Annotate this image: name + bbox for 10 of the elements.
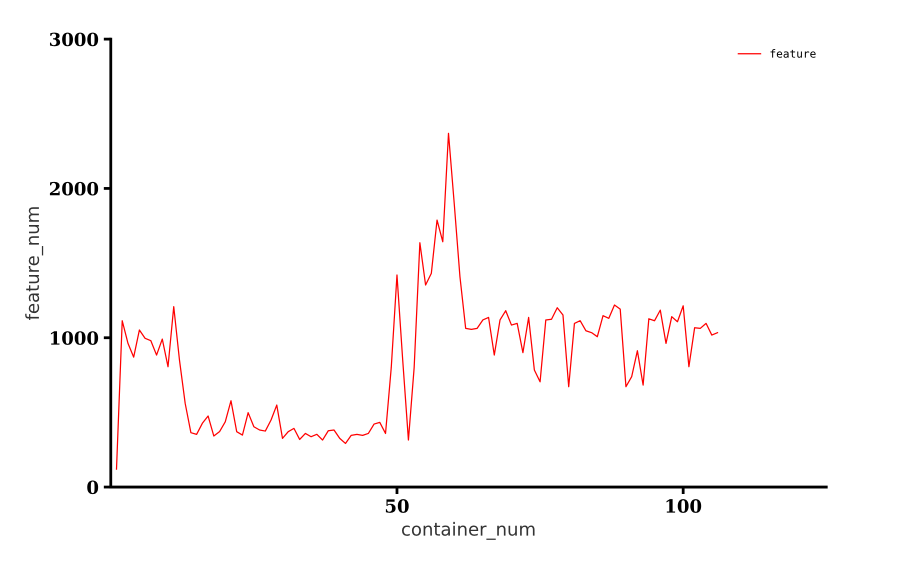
- y-tick-label: 1000: [50, 331, 98, 345]
- line-series: [116, 132, 718, 470]
- x-axis-title: container_num: [402, 522, 535, 540]
- y-axis-title: feature_num: [25, 207, 44, 320]
- y-tick-label: 3000: [50, 32, 98, 46]
- legend-label: feature: [770, 49, 816, 58]
- x-tick-label: 100: [666, 499, 702, 513]
- x-tick-label: 50: [386, 499, 409, 513]
- y-tick-label: 0: [87, 480, 98, 494]
- y-tick-label: 2000: [50, 182, 98, 196]
